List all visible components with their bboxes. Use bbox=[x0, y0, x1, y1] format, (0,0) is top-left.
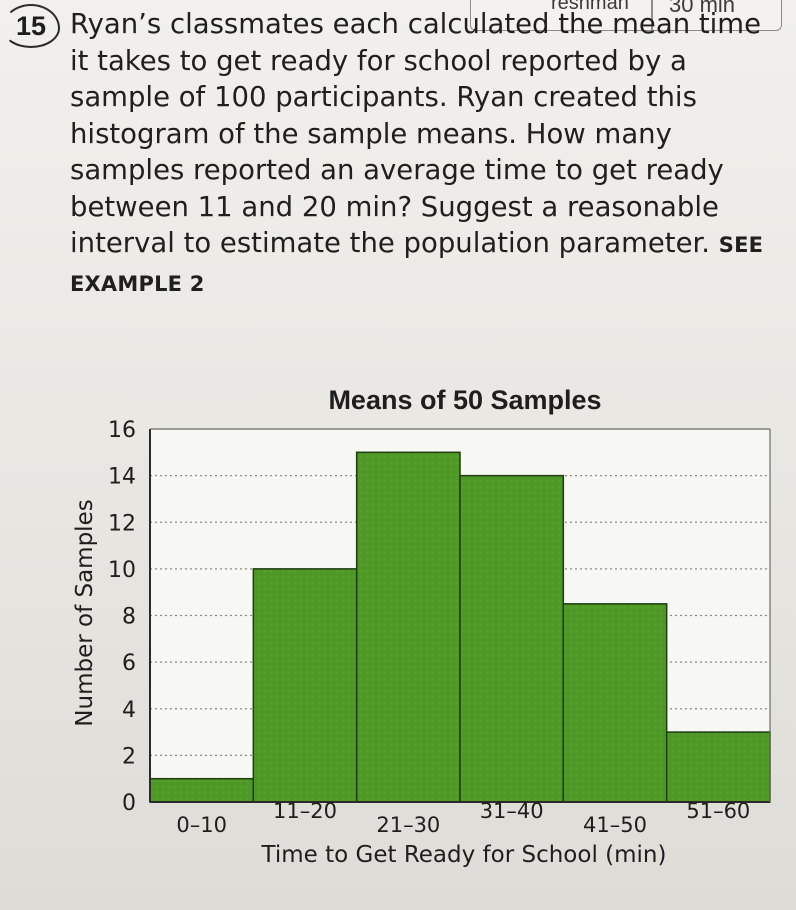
x-axis-label: Time to Get Ready for School (min) bbox=[261, 842, 667, 868]
question-text-block: Ryan’s classmates each calculated the me… bbox=[70, 6, 770, 302]
x-tick-label: 0–10 bbox=[176, 813, 227, 837]
example-reference: SEE EXAMPLE 2 bbox=[70, 233, 764, 296]
x-tick-label: 41–50 bbox=[583, 813, 647, 837]
y-tick-label: 2 bbox=[122, 744, 136, 769]
y-tick-label: 4 bbox=[122, 698, 136, 723]
y-tick-label: 6 bbox=[122, 651, 136, 676]
y-tick-label: 16 bbox=[108, 418, 136, 443]
bar-6 bbox=[665, 731, 771, 803]
x-tick-label: 11–20 bbox=[273, 799, 337, 823]
header-left-text: reshman bbox=[551, 0, 629, 14]
y-tick-label: 8 bbox=[122, 605, 136, 630]
x-tick-label: 51–60 bbox=[686, 799, 750, 823]
y-tick-label: 14 bbox=[108, 465, 136, 490]
question-number: 15 bbox=[2, 4, 60, 48]
bar-1 bbox=[149, 777, 255, 803]
bar-3 bbox=[355, 451, 461, 803]
x-tick-labels: 0–10 11–20 21–30 31–40 41–50 51–60 bbox=[176, 799, 750, 837]
chart-title: Means of 50 Samples bbox=[328, 385, 601, 415]
bar-4 bbox=[459, 474, 565, 803]
x-tick-label: 31–40 bbox=[480, 799, 544, 823]
question-text: Ryan’s classmates each calculated the me… bbox=[70, 8, 761, 259]
x-tick-label: 21–30 bbox=[376, 813, 440, 837]
y-axis-label: Number of Samples bbox=[72, 499, 98, 726]
y-tick-label: 0 bbox=[122, 791, 136, 816]
y-tick-label: 12 bbox=[108, 511, 136, 536]
y-tick-label: 10 bbox=[108, 558, 136, 583]
header-divider bbox=[651, 0, 653, 30]
bar-5 bbox=[562, 603, 668, 803]
header-right-text: 30 min bbox=[669, 0, 736, 17]
bar-2 bbox=[252, 568, 358, 803]
y-tick-labels: 0 2 4 6 8 10 12 14 16 bbox=[108, 418, 136, 816]
header-table: reshman 30 min bbox=[470, 0, 782, 31]
bars-group bbox=[149, 451, 771, 803]
